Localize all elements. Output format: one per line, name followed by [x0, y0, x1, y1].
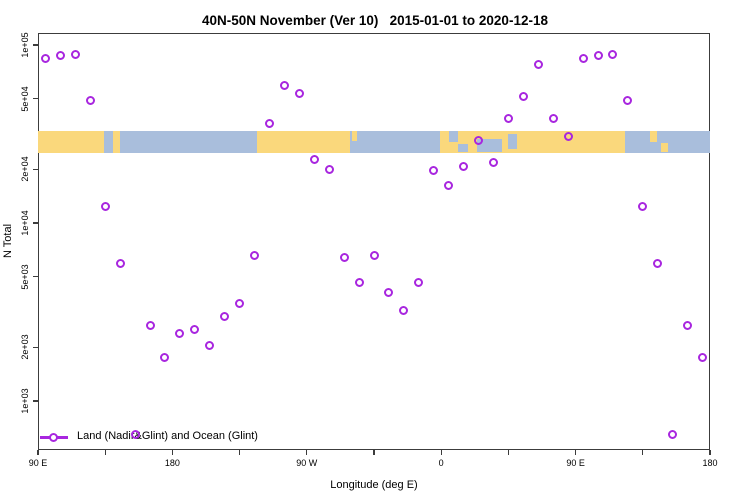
map-ocean-pacific-west [624, 131, 710, 153]
x-tick-label: 180 [164, 458, 180, 468]
data-point [100, 201, 110, 211]
data-point [459, 161, 469, 171]
data-point [279, 80, 289, 90]
data-point [563, 131, 573, 141]
map-ocean-mediterranean [458, 143, 469, 153]
y-tick [33, 400, 38, 402]
chart-title: 40N-50N November (Ver 10) 2015-01-01 to … [202, 13, 548, 28]
x-tick [37, 450, 39, 455]
y-tick [33, 44, 38, 46]
data-point [115, 259, 125, 269]
x-tick [104, 450, 106, 455]
data-point [309, 155, 319, 165]
legend-marker-circle-icon [49, 433, 58, 442]
x-tick [575, 450, 577, 455]
map-land-asia-east [38, 131, 105, 153]
y-tick-label: 1e+05 [20, 32, 30, 58]
data-point [668, 429, 678, 439]
data-point [548, 114, 558, 124]
y-tick [33, 97, 38, 100]
data-point [70, 50, 80, 60]
data-point [429, 166, 439, 176]
map-land-newfoundland [351, 131, 357, 141]
data-point [399, 305, 409, 315]
legend-label: Land (Nadir&Glint) and Ocean (Glint) [77, 430, 258, 442]
data-point [339, 252, 349, 262]
data-point [235, 299, 245, 309]
data-point [130, 429, 140, 439]
x-tick-label: 90 E [28, 458, 48, 468]
data-point [205, 340, 215, 350]
data-point [85, 96, 95, 106]
data-point [369, 251, 379, 261]
data-point [55, 51, 65, 61]
data-point [653, 259, 663, 269]
y-tick [33, 222, 38, 224]
x-tick [507, 450, 509, 455]
y-tick-label: 5e+04 [20, 85, 30, 112]
data-point [354, 277, 364, 287]
map-land-kamchatka [650, 131, 657, 142]
y-tick-label: 5e+03 [20, 263, 30, 290]
data-point [608, 50, 618, 60]
x-tick [373, 450, 375, 455]
data-point [324, 164, 334, 174]
x-tick [239, 450, 241, 455]
map-ocean-pacific [120, 131, 257, 153]
data-point [175, 329, 185, 339]
map-ocean-caspian-sea [507, 134, 518, 150]
y-tick-label: 2e+03 [20, 334, 30, 361]
data-point [503, 114, 513, 124]
data-point [145, 320, 155, 330]
y-tick-label: 1e+03 [20, 388, 30, 414]
data-point [578, 53, 588, 63]
data-point [294, 88, 304, 98]
data-point [40, 53, 50, 63]
x-tick-label: 0 [438, 458, 444, 468]
data-point [250, 251, 260, 261]
data-point [593, 51, 603, 61]
map-land-north-america [256, 131, 351, 153]
data-point [623, 96, 633, 106]
data-point [190, 325, 200, 335]
map-land-hokkaido [660, 142, 669, 153]
y-axis-title: N Total [2, 223, 14, 259]
data-point [638, 201, 648, 211]
map-ocean-sea-of-japan [104, 131, 113, 153]
data-point [518, 91, 528, 101]
y-tick [33, 168, 38, 170]
y-tick-label: 2e+04 [20, 156, 30, 183]
x-tick [171, 450, 173, 455]
data-point [533, 59, 543, 69]
map-ocean-north-sea [448, 131, 458, 142]
data-point [384, 287, 394, 297]
map-land-japan [112, 131, 121, 153]
data-point [444, 180, 454, 190]
plot-border [38, 33, 710, 450]
data-point [683, 320, 693, 330]
map-band [38, 131, 710, 153]
data-point [264, 118, 274, 128]
y-tick [33, 346, 38, 348]
x-tick [440, 450, 442, 455]
data-point [488, 157, 498, 167]
x-tick [642, 450, 644, 455]
map-ocean-black-sea [477, 138, 503, 153]
map-ocean-atlantic [350, 131, 440, 153]
data-point [474, 136, 484, 146]
data-point [698, 353, 708, 363]
x-axis-title: Longitude (deg E) [330, 479, 418, 491]
data-point [220, 312, 230, 322]
x-tick-label: 90 E [566, 458, 585, 468]
x-tick [709, 450, 711, 455]
y-tick-label: 1e+04 [20, 210, 30, 236]
data-point [160, 353, 170, 363]
data-point [414, 277, 424, 287]
x-tick [306, 450, 308, 455]
y-tick [33, 275, 38, 278]
x-tick-label: 90 W [296, 458, 318, 468]
x-tick-label: 180 [702, 458, 718, 468]
